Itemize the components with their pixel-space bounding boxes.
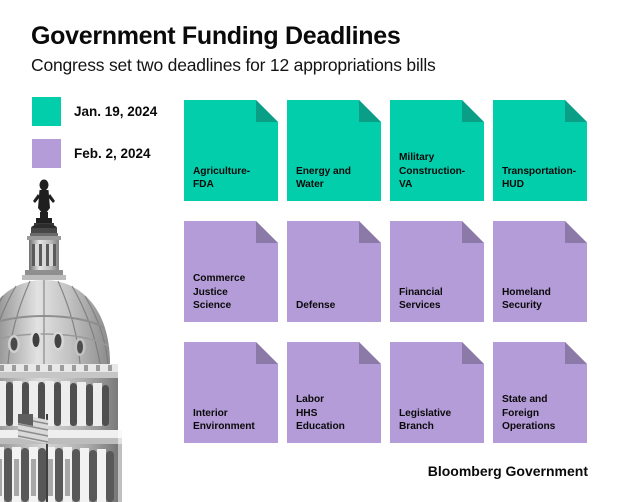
card-label: Transportation- HUD: [502, 165, 576, 191]
card-label: State and Foreign Operations: [502, 394, 556, 433]
footer-credit: Bloomberg Government: [427, 463, 588, 479]
appropriations-bill-card[interactable]: Agriculture- FDA: [184, 100, 278, 201]
card-label: Energy and Water: [296, 165, 351, 191]
appropriations-bill-card[interactable]: Labor HHS Education: [287, 342, 381, 443]
legend-color-swatch: [32, 139, 61, 168]
card-label: Commerce Justice Science: [193, 273, 246, 312]
appropriations-bill-card[interactable]: Commerce Justice Science: [184, 221, 278, 322]
folded-corner-icon: [462, 342, 484, 364]
legend: Jan. 19, 2024 Feb. 2, 2024: [32, 97, 182, 181]
folded-corner-icon: [565, 221, 587, 243]
card-label: Financial Services: [399, 286, 443, 312]
folded-corner-icon: [565, 100, 587, 122]
card-row: Agriculture- FDA Energy and Water Military…: [184, 100, 588, 201]
folded-corner-icon: [256, 221, 278, 243]
card-label: Labor HHS Education: [296, 394, 345, 433]
appropriations-bill-card[interactable]: State and Foreign Operations: [493, 342, 587, 443]
legend-label: Feb. 2, 2024: [74, 146, 151, 161]
folded-corner-icon: [359, 100, 381, 122]
legend-item: Feb. 2, 2024: [32, 139, 182, 168]
card-label: Interior Environment: [193, 407, 255, 433]
appropriations-card-grid: Agriculture- FDA Energy and Water Military…: [184, 100, 588, 463]
card-label: Legislative Branch: [399, 407, 452, 433]
card-label: Military Construction- VA: [399, 152, 466, 191]
folded-corner-icon: [256, 342, 278, 364]
folded-corner-icon: [359, 342, 381, 364]
appropriations-bill-card[interactable]: Defense: [287, 221, 381, 322]
card-row: Interior Environment Labor HHS Education L…: [184, 342, 588, 443]
folded-corner-icon: [565, 342, 587, 364]
appropriations-bill-card[interactable]: Financial Services: [390, 221, 484, 322]
folded-corner-icon: [462, 100, 484, 122]
appropriations-bill-card[interactable]: Interior Environment: [184, 342, 278, 443]
page-subtitle: Congress set two deadlines for 12 approp…: [31, 55, 436, 75]
appropriations-bill-card[interactable]: Military Construction- VA: [390, 100, 484, 201]
folded-corner-icon: [359, 221, 381, 243]
card-label: Defense: [296, 300, 336, 312]
appropriations-bill-card[interactable]: Homeland Security: [493, 221, 587, 322]
page-title: Government Funding Deadlines: [31, 22, 401, 50]
card-label: Homeland Security: [502, 286, 551, 312]
appropriations-bill-card[interactable]: Energy and Water: [287, 100, 381, 201]
legend-color-swatch: [32, 97, 61, 126]
folded-corner-icon: [462, 221, 484, 243]
appropriations-bill-card[interactable]: Transportation- HUD: [493, 100, 587, 201]
us-capitol-dome-photo: [0, 168, 178, 502]
card-row: Commerce Justice Science Defense Financial…: [184, 221, 588, 322]
legend-item: Jan. 19, 2024: [32, 97, 182, 126]
legend-label: Jan. 19, 2024: [74, 104, 158, 119]
card-label: Agriculture- FDA: [193, 165, 251, 191]
appropriations-bill-card[interactable]: Legislative Branch: [390, 342, 484, 443]
folded-corner-icon: [256, 100, 278, 122]
